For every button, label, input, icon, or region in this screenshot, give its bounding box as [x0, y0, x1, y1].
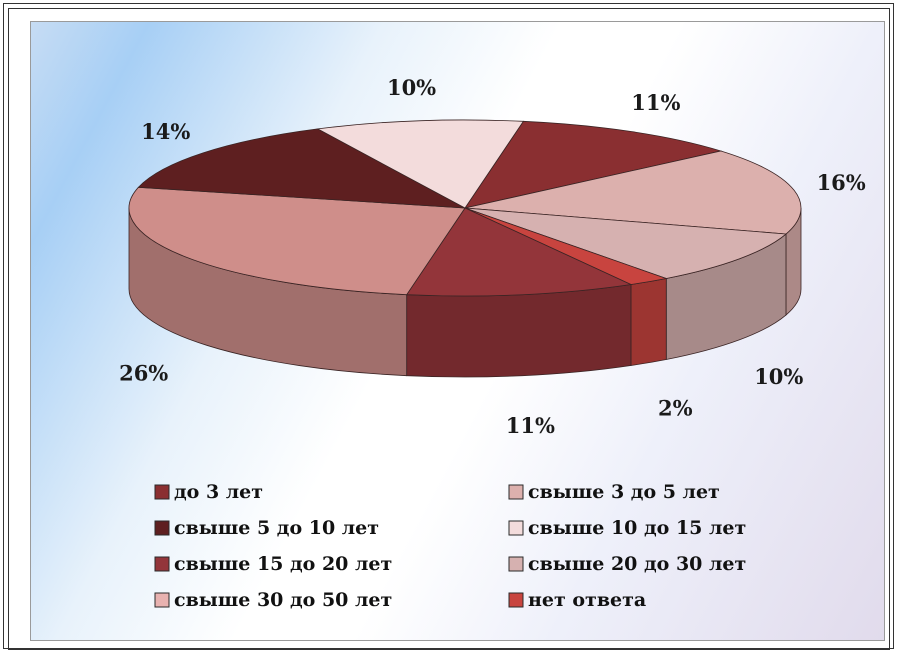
legend-swatch-3 [508, 520, 524, 536]
legend-item-2: свыше 5 до 10 лет [154, 517, 379, 539]
outer-frame [3, 3, 894, 649]
inner-frame [8, 8, 890, 650]
pie-label-1: 16% [817, 170, 866, 195]
legend-item-6: свыше 30 до 50 лет [154, 589, 392, 611]
pie-label-4: 11% [506, 413, 555, 438]
legend-item-5: свыше 20 до 30 лет [508, 553, 746, 575]
legend-label-1: свыше 3 до 5 лет [528, 481, 720, 503]
legend-swatch-5 [508, 556, 524, 572]
legend-label-7: нет ответа [528, 589, 646, 611]
legend-label-4: свыше 15 до 20 лет [174, 553, 392, 575]
pie-sides [128, 207, 802, 378]
legend-label-3: свыше 10 до 15 лет [528, 517, 746, 539]
pie-slice-7 [316, 119, 525, 209]
legend-swatch-4 [154, 556, 170, 572]
legend-item-0: до 3 лет [154, 481, 263, 503]
legend-label-2: свыше 5 до 10 лет [174, 517, 379, 539]
legend-item-7: нет ответа [508, 589, 646, 611]
legend-label-6: свыше 30 до 50 лет [174, 589, 392, 611]
pie-slice-0 [464, 120, 723, 209]
legend-swatch-7 [508, 592, 524, 608]
pie-label-2: 10% [754, 364, 803, 389]
legend-label-0: до 3 лет [174, 481, 263, 503]
pie-label-3: 2% [658, 395, 693, 420]
pie-label-0: 11% [631, 90, 680, 115]
legend-label-5: свыше 20 до 30 лет [528, 553, 746, 575]
pie-label-7: 10% [387, 75, 436, 100]
legend-swatch-0 [154, 484, 170, 500]
pie-labels: 11% 16% 10% 2% 11% 26% 14% 10% [119, 75, 866, 438]
legend-item-4: свыше 15 до 20 лет [154, 553, 392, 575]
pie-slice-4 [405, 207, 633, 297]
pie-slice-6 [137, 128, 466, 209]
legend-item-3: свыше 10 до 15 лет [508, 517, 746, 539]
pie-slice-5 [128, 186, 466, 296]
legend-swatch-6 [154, 592, 170, 608]
pie-slice-1 [464, 150, 802, 235]
legend-swatch-2 [154, 520, 170, 536]
legend-swatch-1 [508, 484, 524, 500]
chart-area: 11% 16% 10% 2% 11% 26% 14% 10% до 3 лет свыше 3 … [30, 21, 885, 641]
pie-side-3 [630, 277, 667, 366]
pie-label-6: 14% [141, 119, 190, 144]
pie-tops [128, 119, 802, 297]
legend: до 3 лет свыше 3 до 5 лет свыше 5 до 10 ле… [154, 481, 746, 611]
pie-chart: 11% 16% 10% 2% 11% 26% 14% 10% до 3 лет свыше 3 … [119, 75, 866, 611]
pie-slice-2 [464, 207, 787, 279]
legend-item-1: свыше 3 до 5 лет [508, 481, 720, 503]
pie-side-4 [406, 284, 632, 378]
pie-label-5: 26% [119, 361, 168, 386]
